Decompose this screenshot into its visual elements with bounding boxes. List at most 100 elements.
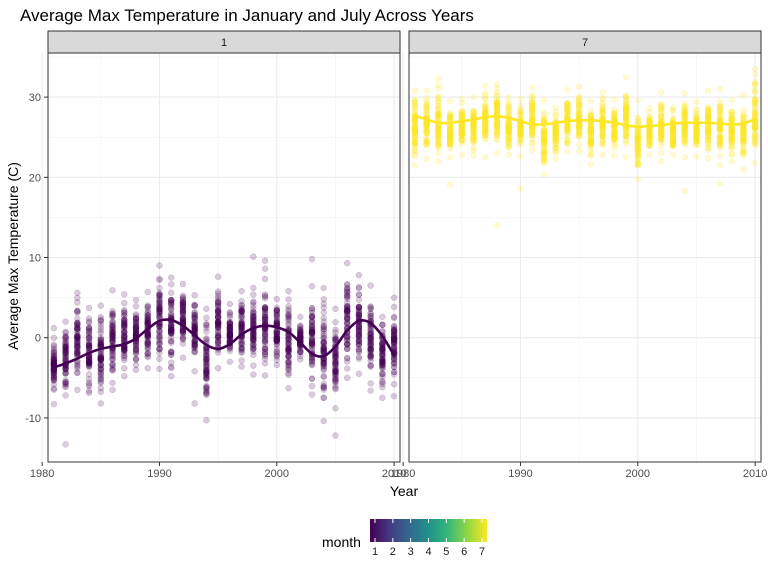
data-point [379,362,386,369]
data-point [379,394,386,401]
data-point [250,298,257,305]
data-point [109,330,116,337]
data-point [493,123,501,131]
data-point [50,374,58,382]
data-point [446,97,454,105]
data-point [85,304,93,312]
data-point [62,366,69,373]
data-point [622,154,630,161]
data-point [308,375,316,382]
data-point [62,344,69,351]
data-point [85,359,93,366]
data-point [261,305,269,313]
data-point [740,137,747,144]
data-point [85,334,93,341]
data-point [308,341,316,348]
data-point [379,373,386,380]
data-point [85,389,93,397]
data-point [493,132,501,139]
data-point [564,148,571,155]
data-point [74,325,81,333]
data-point [540,154,548,162]
data-point [179,306,187,313]
data-point [390,339,398,346]
data-point [681,107,688,114]
data-point [658,89,665,96]
data-point [50,370,58,377]
data-point [367,343,374,350]
data-point [634,175,641,183]
data-point [85,325,93,332]
data-point [575,129,583,136]
data-point [344,259,351,267]
data-point [250,291,257,298]
data-point [728,97,735,104]
data-point [74,321,81,329]
data-point [109,363,116,371]
data-point [109,320,116,327]
data-point [552,128,559,136]
outlier-point [250,253,257,260]
data-point [575,105,583,112]
y-tick-label: 10 [29,253,41,265]
data-point [97,370,104,377]
data-point [646,151,653,159]
data-point [332,386,339,393]
data-point [332,355,339,362]
data-point [109,332,116,340]
data-point [320,304,327,311]
data-point [132,296,140,304]
data-point [681,100,688,108]
data-point [132,319,140,326]
data-point [62,344,69,352]
data-point [74,332,81,339]
data-point [109,379,116,387]
data-point [50,386,58,393]
data-point [320,284,327,292]
data-point [85,359,93,366]
data-point [446,129,454,136]
data-point [390,294,398,301]
data-point [109,307,116,315]
data-point [634,97,641,104]
data-point [634,140,641,147]
data-point [121,320,128,327]
facet-panels: 1 1980 1990 2000 2010 -10 0 10 20 30 7 1980 1990 2000… [25,30,767,480]
data-point [332,371,339,379]
data-point [458,151,465,159]
x-axis-ticks: 1980 1990 2000 2010 [391,462,767,480]
data-point [121,347,128,354]
data-point [74,331,81,338]
data-point [740,106,747,114]
data-point [50,343,58,350]
data-point [273,336,280,344]
data-point [109,335,116,342]
data-point [50,356,58,363]
data-point [273,353,280,360]
facet-strip-label: 7 [582,37,588,49]
data-point [587,161,595,168]
data-point [109,352,116,360]
data-point [168,364,175,372]
data-point [669,141,677,149]
data-point [669,107,677,114]
data-point [482,82,489,90]
data-point [97,355,104,363]
data-point [493,97,501,105]
data-point [344,365,351,372]
data-point [285,335,292,343]
data-point [74,350,81,357]
data-point [379,345,386,352]
data-point [564,86,571,94]
data-point [435,75,442,82]
data-point [156,345,163,353]
data-point [611,128,618,135]
data-point [238,298,245,305]
data-point [470,111,477,118]
data-point [62,378,69,386]
data-point [109,326,116,334]
data-point [85,325,93,332]
y-tick-label: 20 [29,172,41,184]
data-point [74,365,81,372]
data-point [109,325,116,332]
